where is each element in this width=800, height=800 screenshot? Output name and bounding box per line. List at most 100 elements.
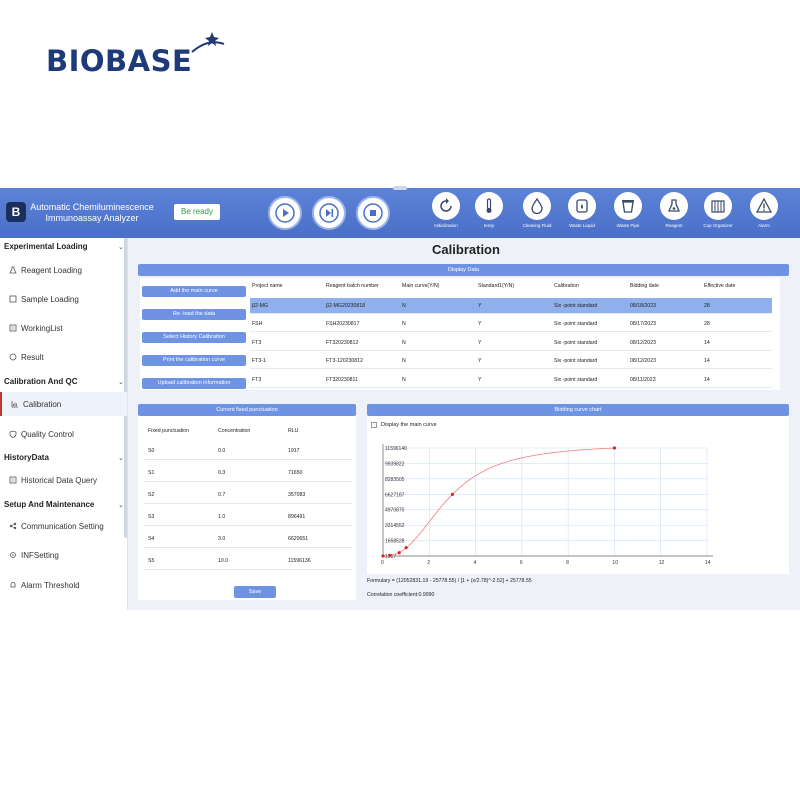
refresh-icon	[440, 198, 452, 212]
data-point	[397, 551, 401, 555]
y-tick-label: 11596140	[385, 446, 407, 452]
tool-waste-liquid[interactable]: Waste Liquid	[562, 192, 602, 236]
display-data-header: Display Data	[138, 264, 789, 276]
thermometer-icon	[486, 198, 492, 213]
fit-curve-line	[383, 447, 615, 557]
page-title: Calibration	[432, 242, 500, 257]
sidebar-item-reagent-loading[interactable]: Reagent Loading	[0, 258, 127, 282]
fixed-row[interactable]: S2 0.7 357083	[144, 486, 352, 504]
tool-cleaning-fluid[interactable]: Cleaning Fluid	[517, 192, 557, 236]
table-row[interactable]: FSH FSH20230817 N Y Six -point standard …	[250, 316, 772, 332]
save-button[interactable]: Save	[234, 586, 276, 598]
chevron-down-icon[interactable]: ⌄	[118, 502, 124, 509]
sidebar-item-workinglist[interactable]: WorkingList	[0, 316, 127, 340]
stop-button[interactable]	[356, 196, 390, 230]
y-tick-label: 3314552	[385, 523, 405, 529]
table-row[interactable]: FT3 FT320230812 N Y Six -point standard …	[250, 335, 772, 351]
drag-handle[interactable]	[393, 186, 407, 190]
x-tick-label: 12	[659, 560, 665, 566]
sidebar-group-setup[interactable]: Setup And Maintenance	[4, 500, 95, 509]
app-logo-icon: B	[6, 202, 26, 222]
sidebar-item-historical-query[interactable]: Historical Data Query	[0, 468, 127, 492]
y-tick-label: 1658528	[385, 539, 405, 545]
chevron-down-icon[interactable]: ⌄	[118, 244, 124, 251]
checkbox-box[interactable]	[371, 422, 377, 428]
network-icon	[9, 522, 16, 530]
sidebar-item-communication-setting[interactable]: Communication Setting	[0, 514, 127, 538]
play-button[interactable]	[268, 196, 302, 230]
sidebar-item-quality-control[interactable]: Quality Control	[0, 422, 127, 446]
bidding-curve-panel: Display the main curve 1917 1658528 331455…	[367, 416, 789, 600]
analyzer-app: B Automatic Chemiluminescence Immunoassa…	[0, 186, 800, 610]
bidding-curve-chart: 1917 1658528 3314552 4970870 6627187 8283505 9…	[381, 444, 713, 566]
fixed-row[interactable]: S4 3.0 6620651	[144, 530, 352, 548]
main-content: Calibration Display Data Add the main cu…	[132, 238, 800, 610]
table-row[interactable]: FT3-1 FT3-120230812 N Y Six -point stand…	[250, 353, 772, 369]
upload-calibration-button[interactable]: Upload calibration information	[142, 378, 246, 389]
sidebar-item-infsetting[interactable]: INFSetting	[0, 543, 127, 567]
formula-text: Formulary = (12052831.19 - 25778.55) / […	[367, 578, 532, 584]
list-icon	[9, 324, 16, 332]
select-history-calibration-button[interactable]: Select History Calibration	[142, 332, 246, 343]
chevron-down-icon[interactable]: ⌄	[118, 455, 124, 462]
data-point	[404, 546, 408, 550]
skip-icon	[319, 203, 339, 223]
print-calibration-curve-button[interactable]: Print the calibration curve	[142, 355, 246, 366]
table-header: Project name Reagent batch number Main c…	[252, 283, 736, 289]
sample-icon	[9, 295, 16, 303]
sidebar-group-experimental[interactable]: Experimental Loading	[4, 242, 88, 251]
history-icon	[9, 476, 16, 484]
y-tick-label: 8283505	[385, 477, 405, 483]
data-point	[388, 553, 392, 557]
y-tick-label: 6627187	[385, 492, 405, 498]
data-point	[612, 446, 617, 450]
droplet-icon	[531, 197, 543, 215]
gear-icon	[9, 552, 16, 558]
sidebar: Experimental Loading ⌄ Reagent Loading S…	[0, 238, 128, 610]
sidebar-item-sample-loading[interactable]: Sample Loading	[0, 287, 127, 311]
play-icon	[275, 203, 295, 223]
fixed-punctuation-panel: Fixed punctuation Concentration RLU S0 0…	[138, 416, 356, 600]
table-row[interactable]: β2-MG β2-MG20230818 N Y Six -point stand…	[250, 298, 772, 314]
warning-icon	[755, 197, 773, 213]
fixed-row[interactable]: S3 1.0 896491	[144, 508, 352, 526]
tool-waste-pipe[interactable]: Waste Pipe	[608, 192, 648, 236]
chevron-down-icon[interactable]: ⌄	[118, 379, 124, 386]
fixed-row[interactable]: S0 0.0 1917	[144, 442, 352, 460]
tool-cup-organizer[interactable]: Cup Organizer	[698, 192, 738, 236]
sidebar-item-calibration[interactable]: Calibration	[0, 392, 127, 416]
y-tick-label: 1917	[385, 554, 396, 560]
x-tick-label: 6	[520, 560, 523, 566]
display-data-panel: Add the main curve Re -load the data Sel…	[140, 278, 780, 390]
tool-initialization[interactable]: Initialization	[426, 192, 466, 236]
sidebar-item-alarm-threshold[interactable]: Alarm Threshold	[0, 573, 127, 597]
fixed-punctuation-header: Current fixed punctuation	[138, 404, 356, 416]
x-tick-label: 0	[381, 560, 384, 566]
flask-icon	[668, 199, 680, 212]
tool-alarm[interactable]: Alarm	[744, 192, 784, 236]
stop-icon	[363, 203, 383, 223]
tool-reagent[interactable]: Reagent	[654, 192, 694, 236]
brand-logo: BIOBASE	[46, 44, 193, 78]
chart-icon	[11, 401, 18, 408]
fixed-row[interactable]: S1 0.3 71650	[144, 464, 352, 482]
table-row[interactable]: FT3 FT320230811 N Y Six -point standard …	[250, 372, 772, 388]
data-point	[450, 492, 455, 496]
fixed-table-header: Fixed punctuation Concentration RLU	[148, 428, 299, 434]
skip-button[interactable]	[312, 196, 346, 230]
display-main-curve-checkbox[interactable]: Display the main curve	[371, 422, 437, 428]
sidebar-group-historydata[interactable]: HistoryData	[4, 453, 49, 462]
fixed-row[interactable]: S5 10.0 11596136	[144, 552, 352, 570]
flask-icon	[8, 266, 17, 274]
x-tick-label: 14	[705, 560, 711, 566]
bell-icon	[10, 582, 15, 588]
add-main-curve-button[interactable]: Add the main curve	[142, 286, 246, 297]
bidding-curve-header: Bidding curve chart	[367, 404, 789, 416]
result-icon	[9, 353, 16, 361]
sidebar-group-calibration-qc[interactable]: Calibration And QC	[4, 377, 78, 386]
x-tick-label: 2	[427, 560, 430, 566]
reload-data-button[interactable]: Re -load the data	[142, 309, 246, 320]
tool-temp[interactable]: temp	[469, 192, 509, 236]
sidebar-scrollbar[interactable]	[124, 238, 127, 538]
sidebar-item-result[interactable]: Result	[0, 345, 127, 369]
